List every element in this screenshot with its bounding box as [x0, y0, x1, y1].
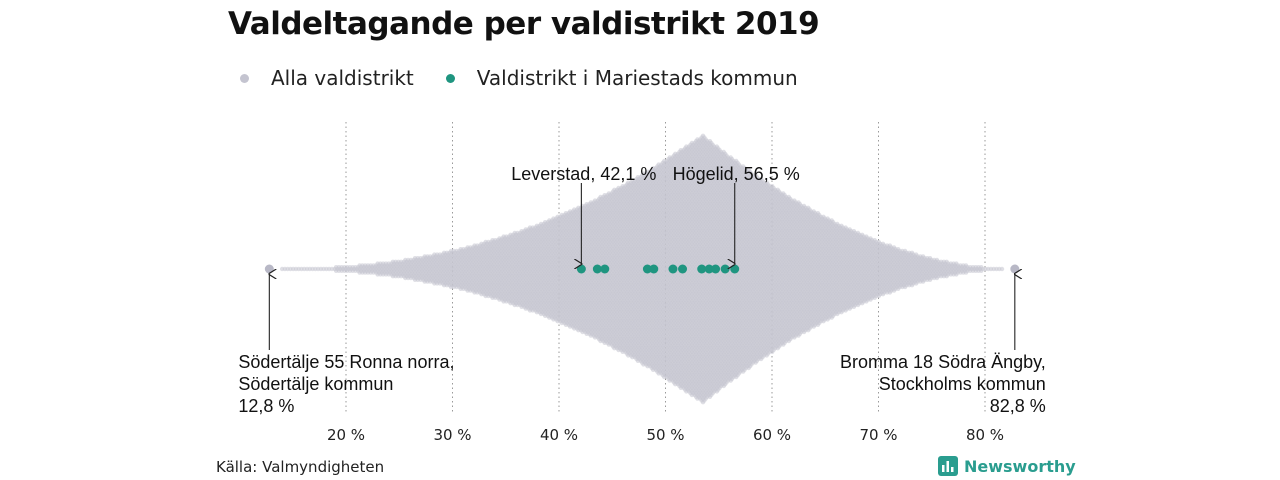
chart-title: Valdeltagande per valdistrikt 2019 [228, 6, 820, 42]
legend-marker-all [240, 73, 249, 83]
legend: Alla valdistrikt Valdistrikt i Mariestad… [240, 66, 830, 90]
legend-label-mariestad: Valdistrikt i Mariestads kommun [476, 66, 798, 90]
legend-label-all: Alla valdistrikt [271, 66, 414, 90]
legend-marker-mariestad [445, 73, 455, 83]
legend-item-all: Alla valdistrikt [240, 66, 414, 90]
legend-item-mariestad: Valdistrikt i Mariestads kommun [445, 66, 798, 90]
